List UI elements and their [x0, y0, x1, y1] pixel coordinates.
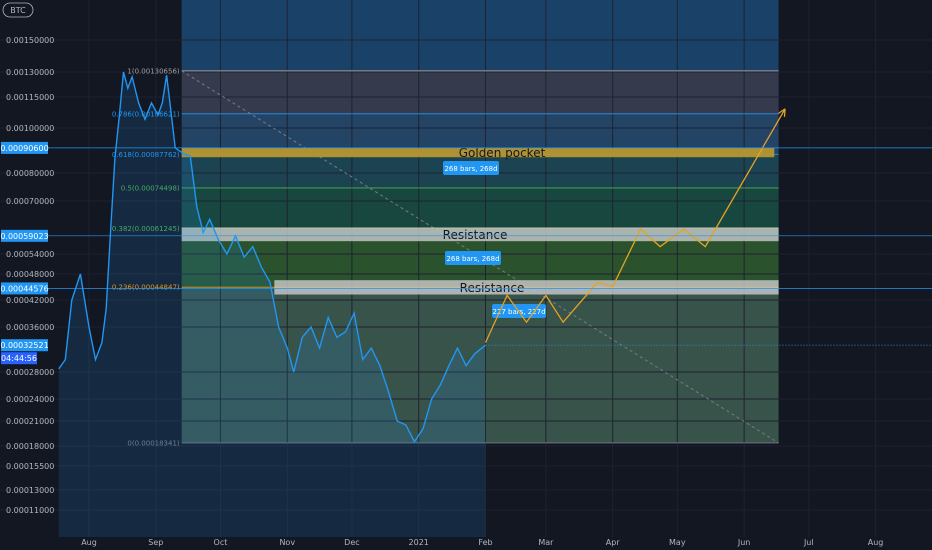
price-area [58, 72, 486, 537]
fib-band-0.5 [181, 187, 779, 229]
x-tick-5: 2021 [409, 538, 429, 547]
range-tag-label-1: 268 bars, 268d [446, 255, 499, 263]
projection-path[interactable] [484, 108, 786, 343]
price-tag-0[interactable] [1, 141, 48, 154]
x-tick-9: May [669, 538, 686, 547]
fib-label-0.786: 0.786(0.00106621) [112, 110, 180, 118]
x-tick-1: Sep [148, 538, 163, 547]
y-tick-4: 0.00080000 [6, 169, 54, 178]
fib-label-0.382: 0.382(0.00061245) [112, 225, 180, 233]
zone-label-1: Resistance [443, 228, 508, 242]
price-tag-1[interactable] [1, 229, 48, 242]
range-tag-label-0: 268 bars, 268d [444, 165, 497, 173]
x-tick-3: Nov [279, 538, 295, 547]
y-tick-12: 0.00021000 [6, 417, 54, 426]
x-tick-6: Feb [478, 538, 492, 547]
x-tick-11: Jul [803, 538, 814, 547]
y-tick-11: 0.00024000 [6, 395, 54, 404]
x-tick-10: Jun [737, 538, 751, 547]
symbol-badge[interactable]: BTC [2, 2, 34, 18]
fib-label-0.618: 0.618(0.00087762) [112, 151, 180, 159]
y-tick-10: 0.00028000 [6, 368, 54, 377]
range-tag-0[interactable] [443, 161, 499, 175]
fib-band-1 [181, 70, 779, 114]
fib-band-0.236 [181, 287, 779, 443]
price-tag-2[interactable] [1, 282, 48, 295]
y-tick-0: 0.00150000 [6, 36, 54, 45]
countdown-label: 04:44:56 [1, 354, 37, 363]
x-tick-4: Dec [344, 538, 359, 547]
fibonacci-retracement[interactable]: 1(0.00130656) 0.786(0.00106621) 0.618(0.00… [112, 67, 779, 447]
range-tag-1[interactable] [445, 251, 501, 265]
zone-label-2: Resistance [460, 281, 525, 295]
y-tick-16: 0.00011000 [6, 506, 54, 515]
x-tick-12: Aug [868, 538, 884, 547]
fib-label-0.236: 0.236(0.00044847) [112, 284, 180, 292]
y-tick-9: 0.00036000 [6, 323, 54, 332]
x-tick-7: Mar [538, 538, 554, 547]
symbol-badge-label: BTC [10, 6, 26, 15]
price-tag-label-0: 0.00090600 [0, 144, 48, 153]
blue-upper-shade [181, 0, 779, 71]
y-tick-1: 0.00130000 [6, 68, 54, 77]
y-tick-2: 0.00115000 [6, 93, 54, 102]
y-tick-6: 0.00054000 [6, 250, 54, 259]
grid [0, 0, 932, 537]
zone-label-0: Golden pocket [459, 146, 546, 160]
x-tick-8: Apr [606, 538, 621, 547]
zone-2[interactable] [274, 280, 779, 295]
zone-0[interactable] [181, 147, 775, 158]
y-tick-13: 0.00018000 [6, 442, 54, 451]
zone-1[interactable] [181, 227, 779, 242]
x-tick-0: Aug [81, 538, 97, 547]
y-tick-5: 0.00070000 [6, 197, 54, 206]
y-tick-8: 0.00042000 [6, 296, 54, 305]
price-tag-label-2: 0.00044576 [0, 284, 48, 293]
background-shading [181, 0, 779, 443]
x-tick-2: Oct [214, 538, 228, 547]
fib-label-0.5: 0.5(0.00074498) [121, 184, 180, 192]
fib-label-1: 1(0.00130656) [127, 67, 179, 75]
price-tag-label-3: 0.00032521 [0, 341, 48, 350]
price-axis[interactable]: 0.00150000 0.00130000 0.00115000 0.00100000… [0, 36, 932, 515]
y-tick-15: 0.00013000 [6, 486, 54, 495]
time-axis[interactable]: Aug Sep Oct Nov Dec 2021 Feb Mar Apr May Jun Jul Aug [81, 538, 883, 547]
projection-line[interactable] [484, 108, 786, 343]
price-tag-3[interactable] [1, 339, 48, 352]
projection-arrowhead [778, 108, 786, 117]
y-tick-14: 0.00015500 [6, 462, 54, 471]
fib-label-0: 0(0.00018341) [127, 439, 179, 447]
countdown-tag [1, 352, 37, 365]
y-tick-7: 0.00048000 [6, 270, 54, 279]
y-tick-3: 0.00100000 [6, 124, 54, 133]
price-tag-label-1: 0.00059023 [0, 232, 48, 241]
